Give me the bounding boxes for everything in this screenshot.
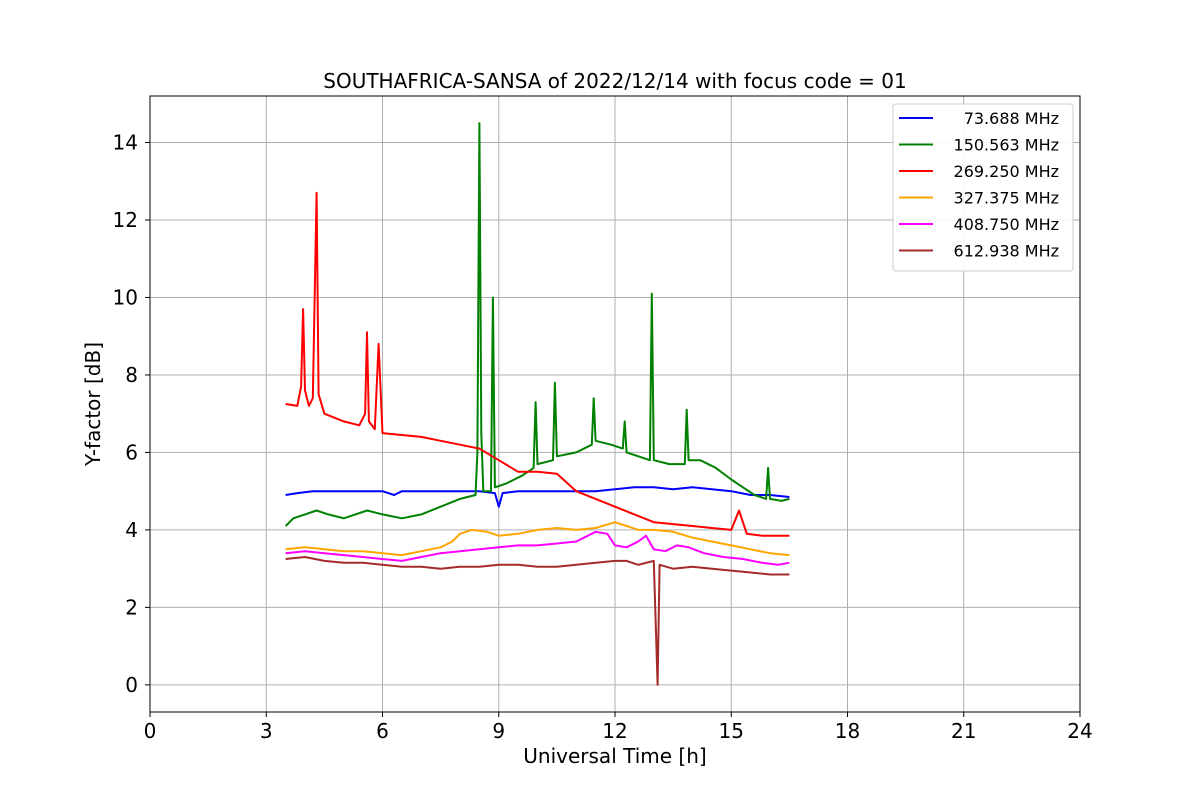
chart-title: SOUTHAFRICA-SANSA of 2022/12/14 with foc… (323, 69, 907, 93)
x-tick-label: 6 (376, 719, 389, 743)
x-tick-label: 24 (1067, 719, 1092, 743)
legend-label-2: 269.250 MHz (954, 162, 1059, 181)
y-tick-label: 14 (113, 130, 138, 154)
legend-label-5: 612.938 MHz (954, 242, 1059, 261)
legend: 73.688 MHz 150.563 MHz 269.250 MHz 327.375 … (892, 103, 1074, 272)
x-tick-label: 12 (602, 719, 627, 743)
series-line-3 (285, 521, 790, 557)
legend-label-4: 408.750 MHz (954, 215, 1059, 234)
y-tick-label: 12 (113, 208, 138, 232)
series-lines (284, 122, 790, 686)
series-line-4 (285, 530, 790, 566)
legend-label-1: 150.563 MHz (954, 136, 1059, 155)
legend-box (892, 103, 1074, 272)
y-tick-label: 10 (113, 285, 138, 309)
legend-label-0: 73.688 MHz (964, 109, 1059, 128)
x-tick-label: 3 (260, 719, 273, 743)
x-tick-label: 15 (719, 719, 744, 743)
series-line-5 (285, 556, 790, 686)
y-tick-label: 2 (125, 595, 138, 619)
x-tick-label: 18 (835, 719, 860, 743)
y-tick-label: 6 (125, 440, 138, 464)
legend-label-3: 327.375 MHz (954, 189, 1059, 208)
x-tick-label: 21 (951, 719, 976, 743)
y-tick-label: 8 (125, 363, 138, 387)
x-axis-label: Universal Time [h] (523, 744, 706, 768)
y-tick-label: 4 (125, 518, 138, 542)
series-line-1 (284, 122, 790, 527)
x-tick-label: 9 (492, 719, 505, 743)
series-line-2 (285, 191, 790, 537)
y-tick-label: 0 (125, 673, 138, 697)
series-line-0 (285, 486, 790, 508)
y-axis-label: Y-factor [dB] (81, 342, 105, 467)
x-tick-label: 0 (144, 719, 157, 743)
